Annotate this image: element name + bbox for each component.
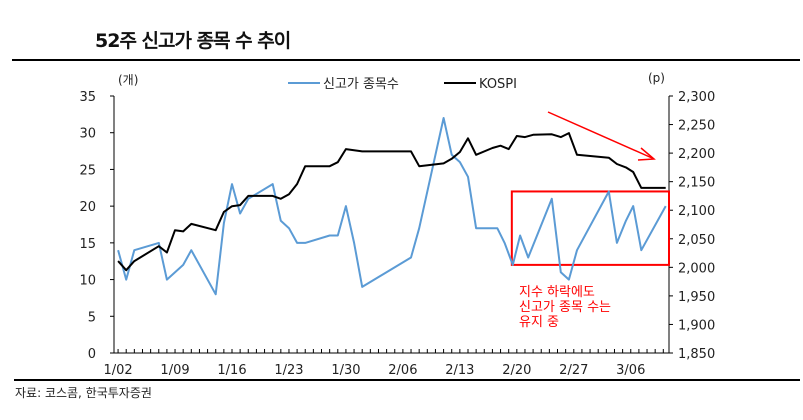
trend-arrow-shaft [547, 111, 653, 159]
source-note: 자료: 코스콤, 한국투자증권 [15, 386, 152, 400]
y-left-tick-label: 25 [79, 163, 96, 178]
y-left-tick-label: 35 [79, 90, 96, 105]
figure-title: 52주 신고가 종목 수 추이 [95, 30, 291, 52]
y-left-tick-label: 5 [88, 310, 96, 325]
annotation-line-2: 유지 중 [519, 315, 559, 330]
x-tick-label: 2/20 [502, 363, 531, 378]
y-right-tick-label: 1,900 [678, 318, 715, 333]
x-tick-label: 1/16 [217, 363, 246, 378]
y-right-tick-label: 2,050 [678, 233, 715, 248]
y-right-tick-label: 1,850 [678, 347, 715, 362]
title-divider [12, 59, 800, 61]
trend-arrow-head [637, 147, 656, 161]
x-tick-label: 1/02 [103, 363, 132, 378]
y-right-tick-label: 2,200 [678, 147, 715, 162]
y-left-tick-label: 30 [79, 127, 96, 142]
y-left-tick-label: 10 [79, 274, 96, 289]
y-left-tick-label: 15 [79, 237, 96, 252]
y-right-tick-label: 2,000 [678, 261, 715, 276]
y-left-tick-label: 0 [88, 347, 96, 362]
y-right-tick-label: 2,250 [678, 119, 715, 134]
x-tick-label: 1/23 [274, 363, 303, 378]
legend-label-1: KOSPI [479, 77, 517, 92]
y-left-tick-label: 20 [79, 200, 96, 215]
x-tick-label: 3/06 [616, 363, 645, 378]
source-divider [14, 379, 800, 381]
x-tick-label: 2/27 [559, 363, 588, 378]
y-right-tick-label: 2,150 [678, 176, 715, 191]
y-right-tick-label: 2,300 [678, 90, 715, 105]
y-right-tick-label: 1,950 [678, 290, 715, 305]
y-right-tick-label: 2,100 [678, 204, 715, 219]
x-tick-label: 2/06 [388, 363, 417, 378]
series-line-new-high-count [117, 117, 667, 296]
x-tick-label: 1/30 [331, 363, 360, 378]
x-tick-label: 1/09 [160, 363, 189, 378]
annotation-line-0: 지수 하락에도 [519, 285, 595, 300]
highlight-box [510, 190, 670, 266]
annotation-line-1: 신고가 종목 수는 [519, 300, 611, 315]
x-tick-label: 2/13 [445, 363, 474, 378]
right-axis-unit: (p) [648, 71, 665, 85]
legend-label-0: 신고가 종목수 [323, 77, 399, 92]
left-axis-unit: (개) [118, 73, 138, 87]
series-line-kospi [117, 132, 666, 272]
